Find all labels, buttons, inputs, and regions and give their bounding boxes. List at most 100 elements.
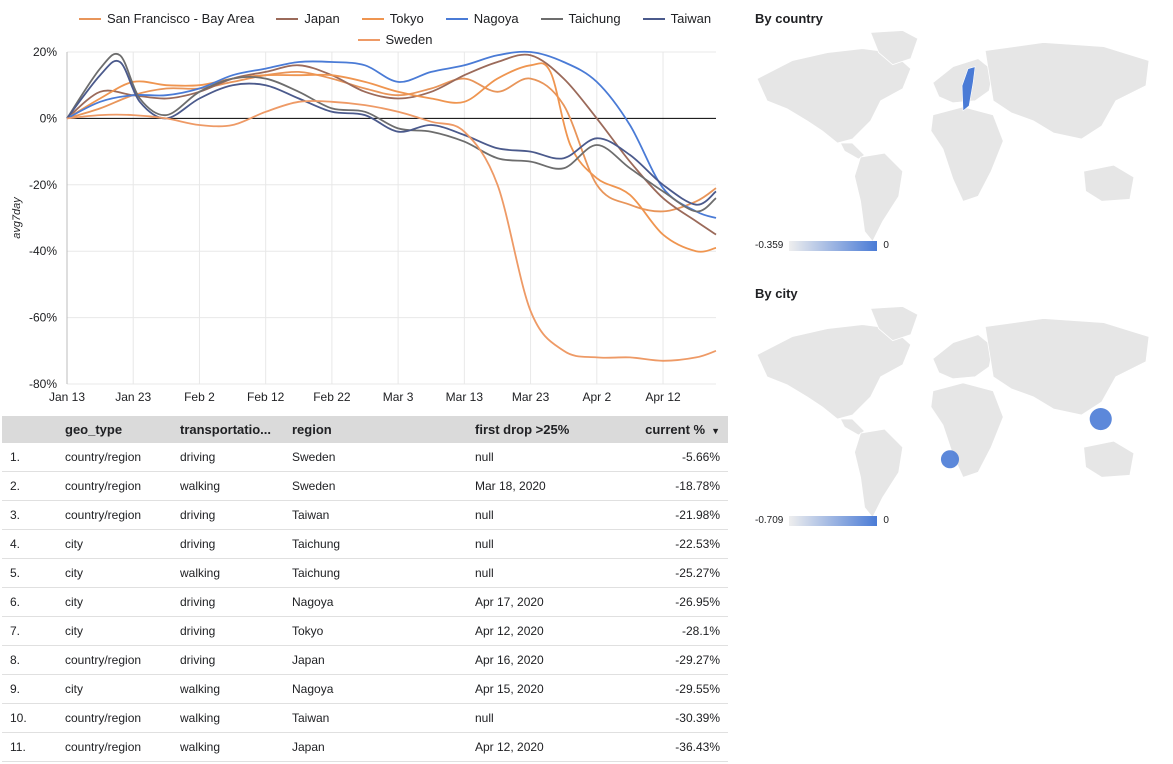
cell-current: -29.55%	[625, 674, 728, 704]
x-tick-label: Feb 12	[247, 390, 285, 404]
north-america-shape-city	[756, 324, 912, 420]
table-row[interactable]: 1. country/region driving Sweden null -5.66%	[2, 443, 728, 472]
legend-swatch	[445, 17, 468, 20]
y-tick-label: -40%	[29, 244, 57, 258]
cell-first-drop: null	[475, 443, 625, 472]
sort-desc-icon[interactable]: ▼	[711, 426, 720, 436]
legend-item[interactable]: San Francisco - Bay Area	[78, 11, 254, 26]
cell-first-drop: null	[475, 500, 625, 530]
col-header-geo-type[interactable]: geo_type	[65, 416, 180, 443]
table-row[interactable]: 9. city walking Nagoya Apr 15, 2020 -29.55%	[2, 674, 728, 704]
y-tick-label: -20%	[29, 178, 57, 192]
legend-item[interactable]: Tokyo	[361, 11, 424, 26]
x-tick-label: Jan 23	[115, 390, 151, 404]
africa-shape-city	[930, 382, 1004, 478]
col-header-first-drop[interactable]: first drop >25%	[475, 416, 625, 443]
city-color-scale: -0.709 0	[755, 515, 889, 526]
x-tick-label: Feb 2	[184, 390, 215, 404]
asia-shape-city	[984, 318, 1150, 416]
series-line-taiwan	[66, 59, 717, 206]
col-header-transportation[interactable]: transportatio...	[180, 416, 292, 443]
series-line-sweden	[66, 99, 717, 362]
city-bubble-west-africa	[940, 450, 960, 469]
cell-first-drop: null	[475, 529, 625, 559]
cell-transportation: walking	[180, 674, 292, 704]
x-tick-label: Apr 12	[645, 390, 681, 404]
legend-item[interactable]: Taichung	[540, 11, 621, 26]
cell-row-number: 2.	[2, 471, 65, 501]
col-header-current[interactable]: current % ▼	[625, 416, 728, 443]
city-scale-min: -0.709	[755, 515, 784, 526]
table-row[interactable]: 6. city driving Nagoya Apr 17, 2020 -26.95%	[2, 587, 728, 617]
cell-current: -25.27%	[625, 558, 728, 588]
legend-item[interactable]: Japan	[276, 11, 340, 26]
cell-current: -21.98%	[625, 500, 728, 530]
table-row[interactable]: 8. country/region driving Japan Apr 16, 2020…	[2, 645, 728, 675]
legend-label: Tokyo	[389, 11, 424, 26]
legend-swatch	[357, 38, 380, 41]
col-header-region[interactable]: region	[292, 416, 475, 443]
map-by-city[interactable]	[752, 306, 1154, 518]
cell-geo-type: country/region	[65, 703, 180, 733]
col-header-current-label: current %	[645, 422, 706, 437]
legend-row: Sweden	[60, 29, 730, 50]
series-line-san-francisco-bay-area	[66, 70, 717, 213]
north-america-shape	[756, 48, 912, 144]
cell-transportation: driving	[180, 616, 292, 646]
table-row[interactable]: 4. city driving Taichung null -22.53%	[2, 529, 728, 559]
x-tick-label: Mar 3	[383, 390, 414, 404]
legend-label: Nagoya	[473, 11, 519, 26]
table-header-row: geo_type transportatio... region first d…	[2, 416, 728, 443]
cell-first-drop: Apr 12, 2020	[475, 732, 625, 762]
table-row[interactable]: 3. country/region driving Taiwan null -21.98%	[2, 500, 728, 530]
city-scale-max: 0	[883, 515, 889, 526]
city-scale-gradient	[789, 515, 878, 526]
cell-transportation: driving	[180, 443, 292, 472]
cell-first-drop: Apr 15, 2020	[475, 674, 625, 704]
cell-first-drop: null	[475, 703, 625, 733]
cell-row-number: 4.	[2, 529, 65, 559]
x-tick-label: Mar 23	[512, 390, 550, 404]
cell-region: Japan	[292, 732, 475, 762]
cell-region: Nagoya	[292, 587, 475, 617]
cell-current: -29.27%	[625, 645, 728, 675]
city-bubble-japan-taiwan	[1089, 407, 1112, 431]
table-row[interactable]: 7. city driving Tokyo Apr 12, 2020 -28.1%	[2, 616, 728, 646]
table-row[interactable]: 2. country/region walking Sweden Mar 18, 202…	[2, 471, 728, 501]
cell-region: Taichung	[292, 558, 475, 588]
legend-swatch	[540, 17, 563, 20]
greenland-shape	[870, 30, 919, 66]
x-tick-label: Jan 13	[49, 390, 85, 404]
cell-current: -36.43%	[625, 732, 728, 762]
cell-transportation: walking	[180, 732, 292, 762]
table-body: 1. country/region driving Sweden null -5.66% 2…	[2, 443, 728, 762]
series-line-nagoya	[66, 50, 717, 219]
y-tick-label: -60%	[29, 311, 57, 325]
legend-item[interactable]: Taiwan	[642, 11, 711, 26]
cell-row-number: 10.	[2, 703, 65, 733]
table-row[interactable]: 10. country/region walking Taiwan null -30.39…	[2, 703, 728, 733]
cell-region: Nagoya	[292, 674, 475, 704]
world-landmass-city	[756, 306, 1150, 518]
legend-label: Taichung	[568, 11, 621, 26]
asia-shape	[984, 42, 1150, 140]
chart-series	[66, 50, 717, 362]
cell-geo-type: country/region	[65, 471, 180, 501]
table-row[interactable]: 11. country/region walking Japan Apr 12, 202…	[2, 732, 728, 762]
cell-transportation: walking	[180, 703, 292, 733]
table-row[interactable]: 5. city walking Taichung null -25.27%	[2, 558, 728, 588]
cell-region: Sweden	[292, 471, 475, 501]
cell-transportation: driving	[180, 500, 292, 530]
legend-item[interactable]: Nagoya	[445, 11, 519, 26]
cell-first-drop: null	[475, 558, 625, 588]
legend-item[interactable]: Sweden	[357, 32, 432, 47]
sweden-highlight	[961, 66, 976, 112]
map-by-country[interactable]	[752, 30, 1154, 242]
cell-geo-type: city	[65, 558, 180, 588]
legend-swatch	[642, 17, 665, 20]
greenland-shape-city	[870, 306, 919, 342]
cell-row-number: 5.	[2, 558, 65, 588]
cell-row-number: 9.	[2, 674, 65, 704]
australia-shape-city	[1083, 440, 1135, 478]
y-axis-label: avg7day	[11, 196, 23, 239]
